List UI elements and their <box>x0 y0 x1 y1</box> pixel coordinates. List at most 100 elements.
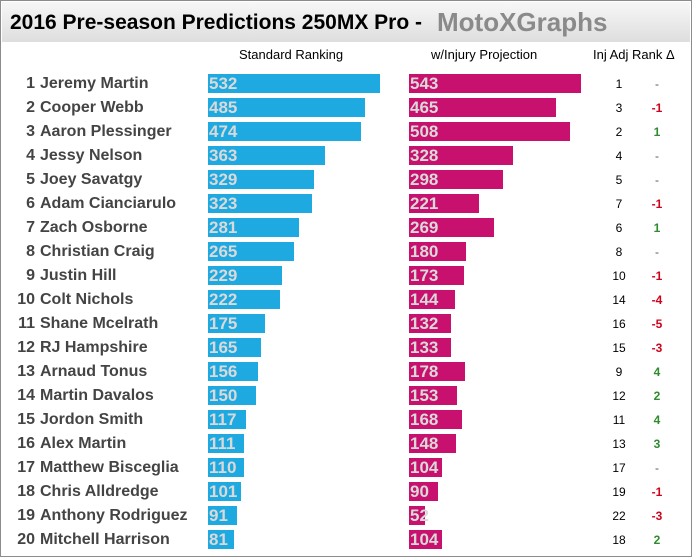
injury-projection-bar <box>409 386 457 405</box>
rank-delta: 2 <box>653 389 661 403</box>
rider-name: Martin Davalos <box>40 387 154 404</box>
standard-ranking-value-label: 175 <box>209 314 238 333</box>
rank-delta: - <box>655 173 659 187</box>
rider-rank: 18 <box>17 483 35 500</box>
rank-delta: -3 <box>651 509 663 523</box>
injury-projection-value-label: 104 <box>410 530 439 549</box>
standard-ranking-value-label: 110 <box>209 458 237 477</box>
rider-rank: 9 <box>26 267 35 284</box>
rider-rank: 15 <box>17 411 35 428</box>
rider-row: 20 Mitchell Harrison 81 104 18 2 <box>1 528 691 552</box>
rider-name: Zach Osborne <box>40 219 148 236</box>
injury-adjusted-rank: 4 <box>615 149 623 163</box>
standard-ranking-value-label: 329 <box>209 170 238 189</box>
injury-projection-value-label: 508 <box>410 122 439 141</box>
rider-row: 8 Christian Craig 265 180 8 - <box>1 240 691 264</box>
standard-ranking-value-label: 265 <box>209 242 238 261</box>
standard-ranking-value-label: 281 <box>209 218 238 237</box>
rider-row: 15 Jordon Smith 117 168 11 4 <box>1 408 691 432</box>
rank-delta: -1 <box>651 269 663 283</box>
rank-delta: - <box>655 461 659 475</box>
injury-projection-bar <box>409 146 513 165</box>
injury-projection-bar <box>409 98 556 117</box>
rank-delta: -1 <box>651 485 663 499</box>
standard-ranking-bar <box>208 482 241 501</box>
injury-projection-value-label: 269 <box>410 218 439 237</box>
standard-ranking-value-label: 532 <box>209 74 238 93</box>
standard-ranking-value-label: 485 <box>209 98 238 117</box>
standard-ranking-value-label: 222 <box>209 290 238 309</box>
injury-projection-value-label: 173 <box>410 266 439 285</box>
injury-projection-value-label: 52 <box>410 506 429 525</box>
rider-name: Adam Cianciarulo <box>40 195 177 212</box>
rider-row: 10 Colt Nichols 222 144 14 -4 <box>1 288 691 312</box>
rider-name: Justin Hill <box>40 267 117 284</box>
injury-adjusted-rank: 2 <box>615 125 623 139</box>
injury-projection-bar <box>409 194 479 213</box>
standard-ranking-bar <box>208 146 325 165</box>
rider-rank: 8 <box>26 243 35 260</box>
rider-rank: 5 <box>26 171 35 188</box>
standard-ranking-bar <box>208 314 265 333</box>
injury-projection-bar <box>409 170 503 189</box>
injury-projection-bar <box>409 122 570 141</box>
injury-adjusted-rank: 17 <box>612 461 626 475</box>
injury-projection-bar <box>409 314 451 333</box>
standard-ranking-value-label: 165 <box>209 338 238 357</box>
standard-ranking-value-label: 474 <box>209 122 238 141</box>
injury-adjusted-rank: 13 <box>612 437 626 451</box>
rider-row: 3 Aaron Plessinger 474 508 2 1 <box>1 120 691 144</box>
rider-rank: 16 <box>17 435 35 452</box>
rider-name: Christian Craig <box>40 243 155 260</box>
injury-adjusted-rank: 19 <box>612 485 626 499</box>
rider-row: 16 Alex Martin 111 148 13 3 <box>1 432 691 456</box>
rider-rank: 13 <box>17 363 35 380</box>
rider-name: RJ Hampshire <box>40 339 148 356</box>
standard-ranking-value-label: 150 <box>209 386 238 405</box>
standard-ranking-bar <box>208 170 314 189</box>
brand-logo-text: MotoXGraphs <box>437 7 608 37</box>
rider-row: 17 Matthew Bisceglia 110 104 17 - <box>1 456 691 480</box>
standard-ranking-bar <box>208 194 312 213</box>
standard-ranking-bar <box>208 530 234 549</box>
standard-ranking-value-label: 81 <box>209 530 228 549</box>
injury-projection-value-label: 180 <box>410 242 439 261</box>
standard-ranking-value-label: 156 <box>209 362 238 381</box>
injury-projection-value-label: 328 <box>410 146 439 165</box>
injury-projection-bar <box>409 74 581 93</box>
rider-name: Jordon Smith <box>40 411 144 428</box>
rider-row: 12 RJ Hampshire 165 133 15 -3 <box>1 336 691 360</box>
rider-name: Aaron Plessinger <box>40 123 172 140</box>
injury-projection-bar <box>409 290 455 309</box>
injury-projection-value-label: 465 <box>410 98 439 117</box>
standard-ranking-bar <box>208 98 365 117</box>
injury-adjusted-rank: 7 <box>615 197 623 211</box>
rider-name: Jeremy Martin <box>40 75 149 92</box>
header-adjusted-rank: Inj Adj Rank Δ <box>593 47 675 62</box>
rider-name: Jessy Nelson <box>40 147 143 164</box>
standard-ranking-value-label: 229 <box>209 266 238 285</box>
rider-name: Chris Alldredge <box>40 483 159 500</box>
injury-projection-bar <box>409 410 462 429</box>
injury-projection-value-label: 132 <box>410 314 439 333</box>
injury-adjusted-rank: 6 <box>615 221 623 235</box>
rider-rank: 2 <box>26 99 35 116</box>
injury-projection-value-label: 168 <box>410 410 439 429</box>
rank-delta: - <box>655 245 659 259</box>
title-separator: - <box>415 11 422 34</box>
chart-title: 2016 Pre-season Predictions 250MX Pro <box>10 11 410 34</box>
rider-row: 5 Joey Savatgy 329 298 5 - <box>1 168 691 192</box>
rider-rank: 11 <box>18 315 35 332</box>
standard-ranking-bar <box>208 266 282 285</box>
standard-ranking-value-label: 111 <box>209 434 236 453</box>
rider-row: 11 Shane Mcelrath 175 132 16 -5 <box>1 312 691 336</box>
rider-row: 6 Adam Cianciarulo 323 221 7 -1 <box>1 192 691 216</box>
injury-projection-value-label: 90 <box>410 482 429 501</box>
rider-name: Mitchell Harrison <box>40 531 170 548</box>
rider-rank: 14 <box>17 387 35 404</box>
injury-projection-bar <box>409 434 456 453</box>
injury-adjusted-rank: 16 <box>612 317 626 331</box>
standard-ranking-bar <box>208 242 294 261</box>
rider-row: 1 Jeremy Martin 532 543 1 - <box>1 72 691 96</box>
